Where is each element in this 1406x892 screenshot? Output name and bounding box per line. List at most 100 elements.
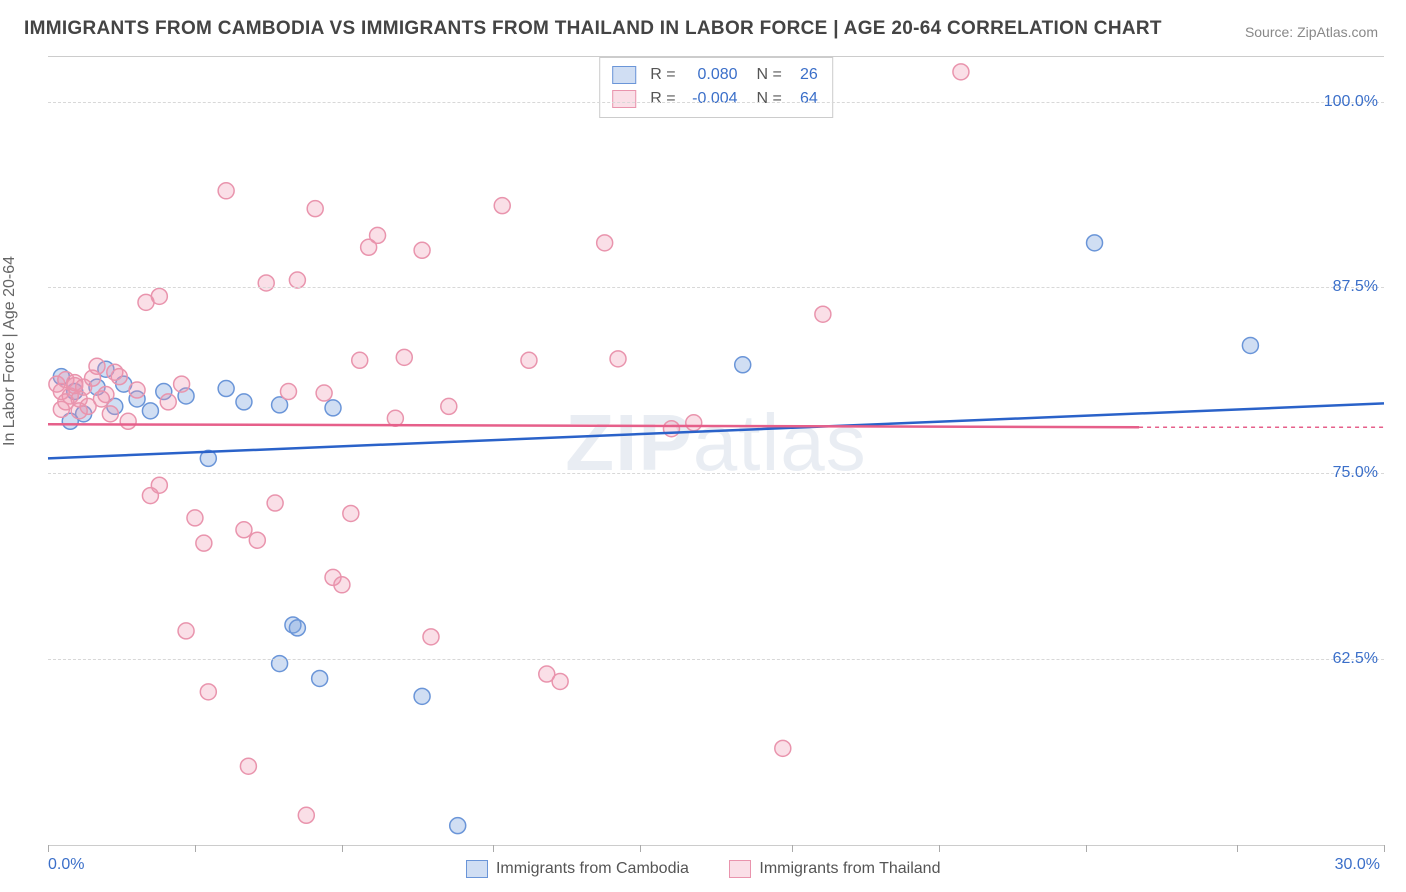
legend-swatch <box>729 860 751 878</box>
scatter-point <box>343 505 359 521</box>
scatter-point <box>151 477 167 493</box>
y-tick-label: 75.0% <box>1333 464 1378 482</box>
scatter-point <box>151 288 167 304</box>
scatter-point <box>102 406 118 422</box>
x-tick <box>1237 845 1238 852</box>
y-axis-label: In Labor Force | Age 20-64 <box>1 256 19 446</box>
chart-plot-area: ZIPatlas R =0.080 N =26R =-0.004 N =64 6… <box>48 56 1384 846</box>
stats-row: R =-0.004 N =64 <box>612 87 818 111</box>
trend-line <box>48 424 1139 427</box>
scatter-point <box>289 272 305 288</box>
scatter-point <box>396 349 412 365</box>
stat-n-label: N = <box>748 63 782 87</box>
scatter-point <box>610 351 626 367</box>
x-tick <box>640 845 641 852</box>
gridline <box>48 473 1384 474</box>
scatter-point <box>334 577 350 593</box>
scatter-point <box>686 415 702 431</box>
scatter-point <box>1242 337 1258 353</box>
source-attribution: Source: ZipAtlas.com <box>1245 24 1378 40</box>
legend-item: Immigrants from Cambodia <box>466 860 689 877</box>
scatter-point <box>1087 235 1103 251</box>
scatter-point <box>272 656 288 672</box>
scatter-point <box>325 400 341 416</box>
scatter-point <box>142 403 158 419</box>
scatter-point <box>236 522 252 538</box>
scatter-point <box>735 357 751 373</box>
scatter-point <box>267 495 283 511</box>
stat-r-value: -0.004 <box>686 87 738 111</box>
scatter-point <box>89 358 105 374</box>
scatter-point <box>352 352 368 368</box>
scatter-point <box>414 688 430 704</box>
legend-item: Immigrants from Thailand <box>729 860 941 877</box>
stats-row: R = 0.080 N = 26 <box>612 63 818 87</box>
gridline <box>48 102 1384 103</box>
scatter-point <box>67 378 83 394</box>
scatter-point <box>280 384 296 400</box>
scatter-point <box>312 670 328 686</box>
scatter-point <box>387 410 403 426</box>
scatter-point <box>240 758 256 774</box>
gridline <box>48 659 1384 660</box>
scatter-point <box>423 629 439 645</box>
scatter-point <box>450 818 466 834</box>
scatter-point <box>414 242 430 258</box>
x-tick <box>792 845 793 852</box>
scatter-point <box>174 376 190 392</box>
x-tick <box>342 845 343 852</box>
scatter-point <box>196 535 212 551</box>
scatter-point <box>597 235 613 251</box>
x-tick <box>48 845 49 852</box>
x-tick <box>1086 845 1087 852</box>
scatter-point <box>218 381 234 397</box>
correlation-stats-box: R =0.080 N =26R =-0.004 N =64 <box>599 57 833 118</box>
scatter-point <box>160 394 176 410</box>
stat-r-label: R = <box>650 63 675 87</box>
scatter-point <box>953 64 969 80</box>
scatter-point <box>187 510 203 526</box>
scatter-point <box>218 183 234 199</box>
scatter-point <box>107 364 123 380</box>
scatter-point <box>129 382 145 398</box>
scatter-point <box>120 413 136 429</box>
trend-line <box>48 403 1384 458</box>
scatter-point <box>775 740 791 756</box>
legend-label: Immigrants from Thailand <box>759 860 940 877</box>
scatter-point <box>663 421 679 437</box>
stat-r-label: R = <box>650 87 675 111</box>
scatter-point <box>249 532 265 548</box>
scatter-point <box>236 394 252 410</box>
x-tick <box>1384 845 1385 852</box>
scatter-point <box>200 684 216 700</box>
stat-r-value: 0.080 <box>686 63 738 87</box>
scatter-point <box>307 201 323 217</box>
legend-swatch <box>466 860 488 878</box>
scatter-point <box>494 198 510 214</box>
scatter-point <box>178 623 194 639</box>
scatter-point <box>521 352 537 368</box>
scatter-point <box>289 620 305 636</box>
scatter-point <box>552 673 568 689</box>
scatter-point <box>298 807 314 823</box>
scatter-point <box>370 227 386 243</box>
y-tick-label: 87.5% <box>1333 278 1378 296</box>
x-tick <box>493 845 494 852</box>
x-tick <box>195 845 196 852</box>
scatter-point <box>258 275 274 291</box>
legend-label: Immigrants from Cambodia <box>496 860 689 877</box>
scatter-point <box>441 398 457 414</box>
gridline <box>48 287 1384 288</box>
x-tick <box>939 845 940 852</box>
scatter-point <box>316 385 332 401</box>
y-tick-label: 62.5% <box>1333 650 1378 668</box>
series-swatch <box>612 90 636 108</box>
bottom-legend: Immigrants from Cambodia Immigrants from… <box>0 860 1406 878</box>
scatter-svg <box>48 57 1384 845</box>
scatter-point <box>71 403 87 419</box>
scatter-point <box>93 391 109 407</box>
stat-n-label: N = <box>748 87 782 111</box>
stat-n-value: 26 <box>792 63 818 87</box>
series-swatch <box>612 66 636 84</box>
chart-title: IMMIGRANTS FROM CAMBODIA VS IMMIGRANTS F… <box>24 18 1162 40</box>
